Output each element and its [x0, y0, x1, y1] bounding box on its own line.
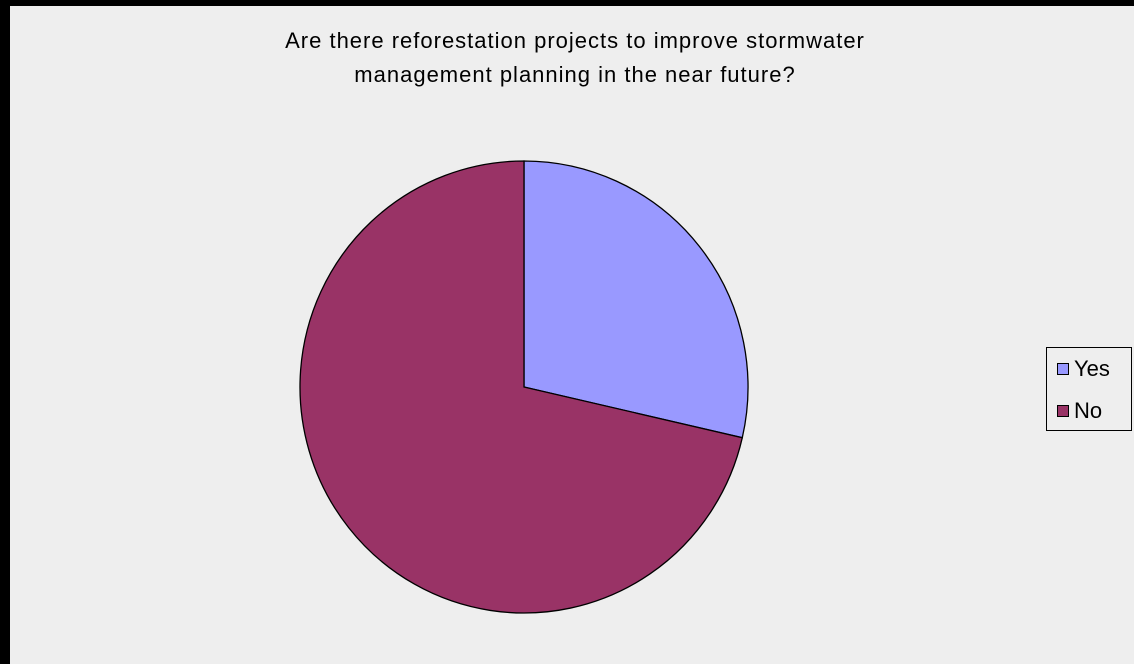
legend: Yes No [1046, 347, 1132, 431]
pie-slice-no [299, 160, 744, 614]
chart-title-line-2: management planning in the near future? [354, 62, 796, 87]
chart-title-line-1: Are there reforestation projects to impr… [285, 28, 865, 53]
legend-label-yes: Yes [1074, 356, 1110, 381]
legend-swatch-yes [1057, 363, 1069, 375]
chart-title: Are there reforestation projects to impr… [0, 24, 1134, 92]
legend-swatch-no [1057, 405, 1069, 417]
legend-item-yes: Yes [1057, 356, 1110, 382]
pie-slice-yes [523, 160, 749, 439]
legend-label-no: No [1074, 398, 1103, 423]
legend-item-no: No [1057, 398, 1102, 424]
